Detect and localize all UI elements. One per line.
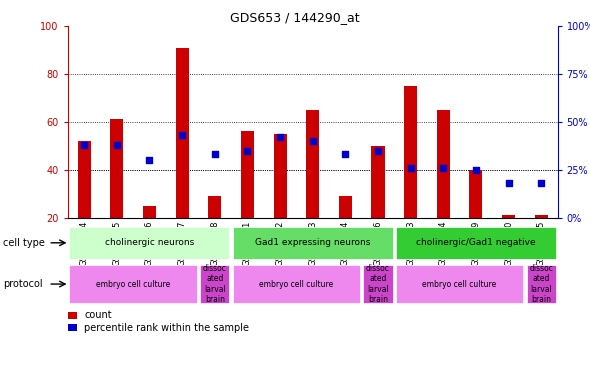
Point [178, 132, 187, 138]
Text: dissoc
ated
larval
brain: dissoc ated larval brain [203, 264, 227, 304]
Text: percentile rank within the sample: percentile rank within the sample [84, 323, 249, 333]
Bar [363, 265, 393, 303]
Bar [241, 132, 254, 218]
Bar [437, 110, 450, 218]
Text: cholinergic neurons: cholinergic neurons [105, 238, 194, 248]
Bar [78, 141, 91, 218]
Bar [470, 170, 483, 217]
Bar [208, 196, 221, 217]
Point [210, 152, 219, 157]
Bar [143, 206, 156, 218]
Text: embryo cell culture: embryo cell culture [422, 280, 497, 289]
Point [112, 142, 122, 148]
Text: embryo cell culture: embryo cell culture [259, 280, 333, 289]
Bar [232, 227, 393, 259]
Bar [200, 265, 230, 303]
Bar [306, 110, 319, 218]
Bar [176, 48, 189, 217]
Point [340, 152, 350, 157]
Point [80, 142, 89, 148]
Point [308, 138, 317, 144]
Text: Gad1 expressing neurons: Gad1 expressing neurons [255, 238, 371, 248]
Point [373, 147, 383, 154]
Bar [110, 120, 123, 218]
Point [504, 180, 513, 186]
Bar [372, 146, 385, 218]
Point [276, 134, 285, 140]
Bar [68, 312, 77, 319]
Text: GDS653 / 144290_at: GDS653 / 144290_at [230, 11, 360, 24]
Text: cholinergic/Gad1 negative: cholinergic/Gad1 negative [416, 238, 536, 248]
Text: dissoc
ated
larval
brain: dissoc ated larval brain [529, 264, 553, 304]
Bar [502, 215, 515, 217]
Point [471, 166, 481, 172]
Bar [339, 196, 352, 217]
Bar [70, 265, 197, 303]
Point [406, 165, 415, 171]
Text: embryo cell culture: embryo cell culture [96, 280, 171, 289]
Point [438, 165, 448, 171]
Text: protocol: protocol [3, 279, 42, 289]
Bar [404, 86, 417, 218]
Bar [232, 265, 360, 303]
Point [536, 180, 546, 186]
Point [145, 157, 154, 163]
Bar [526, 265, 556, 303]
Bar [70, 227, 230, 259]
Text: count: count [84, 310, 112, 320]
Text: dissoc
ated
larval
brain: dissoc ated larval brain [366, 264, 390, 304]
Bar [396, 265, 523, 303]
Point [242, 147, 252, 154]
Bar [68, 324, 77, 332]
Bar [396, 227, 556, 259]
Bar [535, 215, 548, 217]
Text: cell type: cell type [3, 238, 45, 248]
Bar [274, 134, 287, 218]
